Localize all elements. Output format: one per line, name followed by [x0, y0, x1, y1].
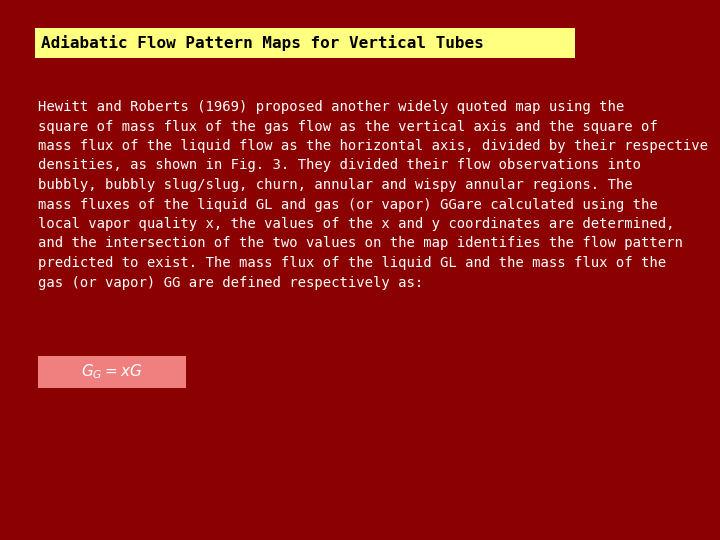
FancyBboxPatch shape: [38, 356, 186, 388]
Text: Adiabatic Flow Pattern Maps for Vertical Tubes: Adiabatic Flow Pattern Maps for Vertical…: [41, 35, 484, 51]
Text: $G_G = xG$: $G_G = xG$: [81, 363, 143, 381]
Text: Hewitt and Roberts (1969) proposed another widely quoted map using the
square of: Hewitt and Roberts (1969) proposed anoth…: [38, 100, 708, 289]
FancyBboxPatch shape: [35, 28, 575, 58]
